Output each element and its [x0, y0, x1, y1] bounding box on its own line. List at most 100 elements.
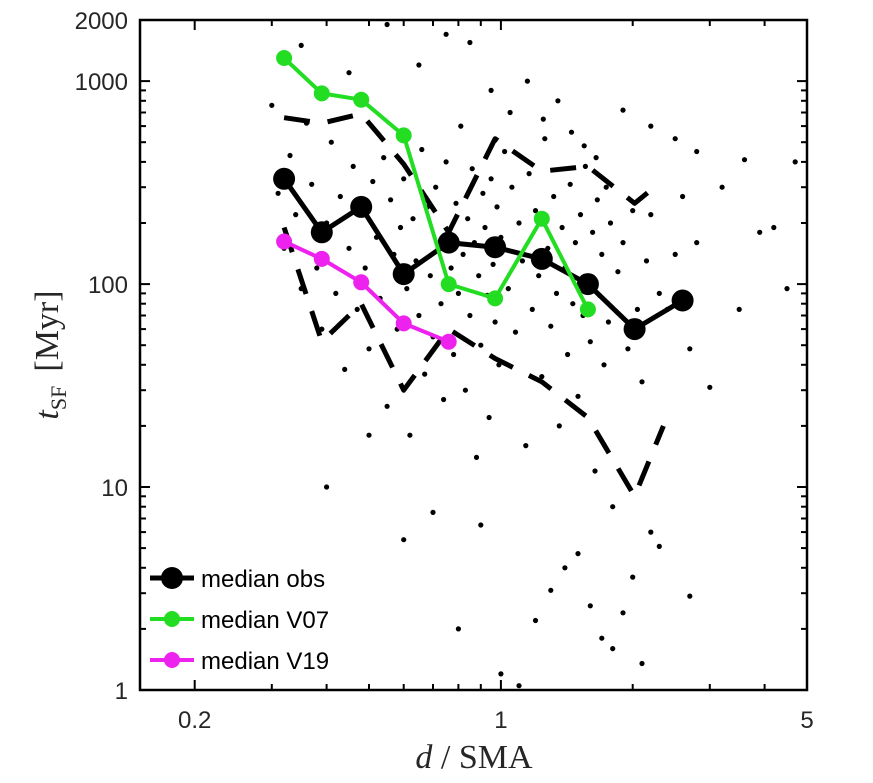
data-point	[473, 454, 480, 460]
data-point	[370, 178, 376, 185]
legend-label: median V07	[201, 607, 329, 634]
data-point	[287, 152, 293, 159]
legend-label: median obs	[201, 566, 325, 593]
data-point	[333, 290, 339, 296]
data-point	[453, 200, 459, 206]
data-point	[309, 181, 315, 187]
data-point	[362, 265, 368, 271]
data-point	[634, 306, 641, 312]
data-point	[346, 70, 352, 76]
data-point	[478, 522, 484, 528]
data-point	[416, 62, 422, 68]
data-point	[298, 42, 304, 49]
data-point	[337, 193, 343, 200]
data-point	[346, 245, 352, 251]
data-point	[555, 98, 561, 104]
data-point	[324, 484, 330, 490]
data-point	[488, 87, 494, 93]
data-point	[643, 258, 650, 264]
data-point	[492, 319, 498, 325]
data-point	[581, 143, 587, 149]
median-obs-marker	[437, 231, 460, 254]
data-point	[328, 139, 334, 145]
data-point	[342, 366, 348, 372]
data-point	[532, 617, 539, 624]
data-point	[567, 181, 573, 187]
data-point	[422, 371, 428, 377]
data-point	[502, 148, 508, 155]
legend-item: median V19	[150, 648, 329, 675]
data-point	[451, 351, 457, 358]
data-point	[593, 155, 599, 161]
data-point	[610, 646, 616, 652]
data-point	[494, 204, 500, 210]
median-v07-marker	[313, 85, 330, 102]
upper-quartile-obs-line	[283, 111, 653, 235]
data-point	[620, 240, 626, 246]
legend-swatch-marker	[161, 567, 183, 589]
x-tick-label: 5	[800, 707, 813, 734]
data-point	[582, 163, 589, 169]
axis-ticks	[140, 19, 808, 691]
median-obs-marker	[671, 289, 694, 312]
median-v19-marker	[440, 333, 457, 350]
data-point	[354, 306, 360, 312]
lower-quartile-obs-line	[281, 226, 666, 499]
data-point	[539, 374, 545, 380]
median-obs-marker	[392, 263, 415, 286]
data-point	[551, 193, 557, 200]
data-point	[516, 683, 522, 689]
data-point	[529, 306, 535, 312]
data-point	[488, 176, 494, 182]
data-point	[680, 193, 686, 200]
x-axis-title: d / SMA	[415, 739, 533, 776]
data-point	[460, 251, 466, 257]
data-point	[601, 362, 607, 368]
data-point	[404, 286, 410, 292]
median-lines	[273, 50, 694, 499]
median-v19-marker	[276, 233, 293, 250]
data-point	[269, 102, 275, 108]
data-point	[462, 387, 468, 393]
data-point	[548, 587, 554, 593]
axis-tick-labels: 0.2 1 5 1 10 100 1000 2000	[75, 8, 814, 734]
data-point	[293, 212, 299, 218]
data-point	[366, 346, 372, 352]
median-obs-marker	[530, 247, 553, 270]
data-point	[568, 129, 575, 135]
data-point	[381, 155, 387, 161]
data-point	[523, 443, 529, 449]
data-point	[630, 574, 636, 580]
data-point	[540, 116, 546, 122]
data-point	[639, 379, 645, 385]
data-point	[620, 107, 626, 113]
plot-frame	[138, 18, 809, 692]
legend-swatch-marker	[164, 652, 180, 668]
data-point	[603, 184, 609, 190]
data-point	[771, 224, 777, 231]
median-v07-marker	[487, 290, 504, 307]
data-point	[656, 290, 662, 296]
data-point	[548, 323, 554, 329]
data-point	[490, 261, 496, 267]
median-obs-marker	[484, 236, 507, 259]
data-point	[553, 290, 560, 296]
x-tick-label: 0.2	[178, 707, 211, 734]
data-point	[599, 635, 605, 641]
data-point	[384, 21, 390, 28]
legend-label: median V19	[201, 648, 329, 675]
legend: median obs median V07 median V19	[150, 566, 329, 675]
data-point	[625, 346, 631, 352]
data-point	[443, 159, 449, 165]
data-point	[476, 273, 482, 279]
data-point	[607, 220, 614, 226]
median-obs-marker	[350, 195, 373, 218]
data-point	[455, 290, 461, 296]
y-tick-label: 1	[115, 678, 128, 705]
median-obs-marker	[310, 221, 333, 244]
data-point	[707, 384, 713, 390]
data-point	[401, 537, 407, 543]
data-point	[507, 109, 513, 116]
data-point	[687, 346, 693, 352]
data-point	[687, 593, 693, 599]
